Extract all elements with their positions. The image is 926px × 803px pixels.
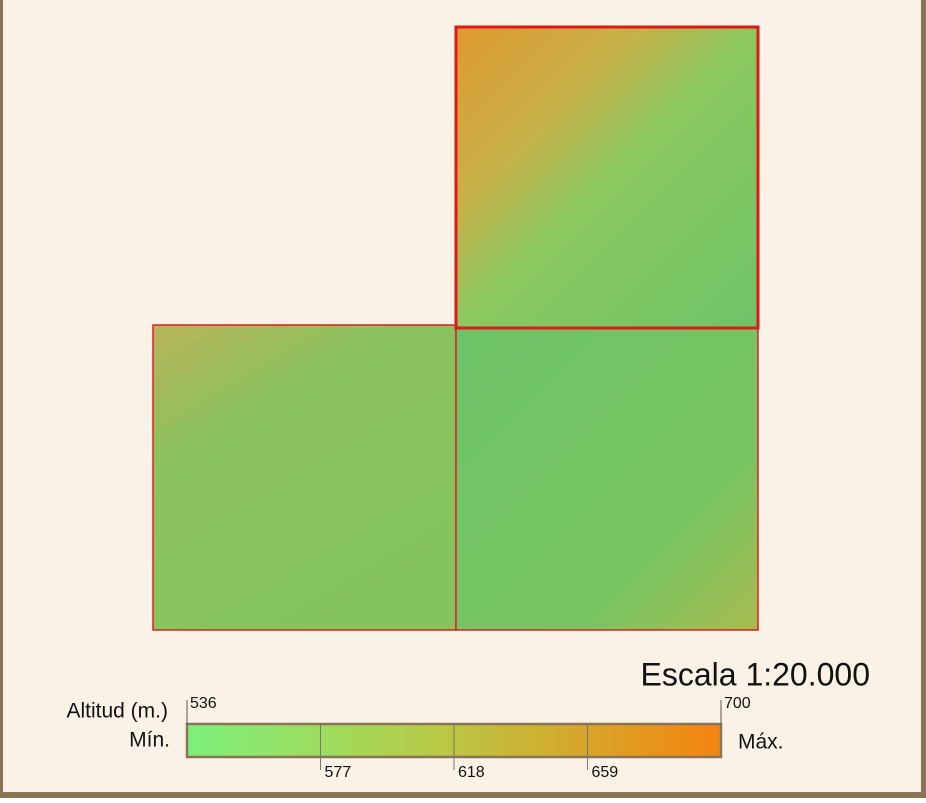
tick-label: 618: [458, 764, 485, 781]
map-tile: [152, 324, 457, 631]
tick-label: 577: [325, 764, 352, 781]
tick-label: 700: [724, 695, 751, 712]
map-tile: [455, 327, 759, 631]
tick-label: 536: [190, 695, 217, 712]
scale-label: Escala 1:20.000: [641, 656, 871, 692]
legend-max-label: Máx.: [738, 731, 784, 754]
legend-min-label: Mín.: [129, 729, 170, 752]
map-tile-selected: [454, 25, 760, 330]
legend-title: Altitud (m.): [66, 700, 168, 723]
tick-label: 659: [592, 764, 619, 781]
